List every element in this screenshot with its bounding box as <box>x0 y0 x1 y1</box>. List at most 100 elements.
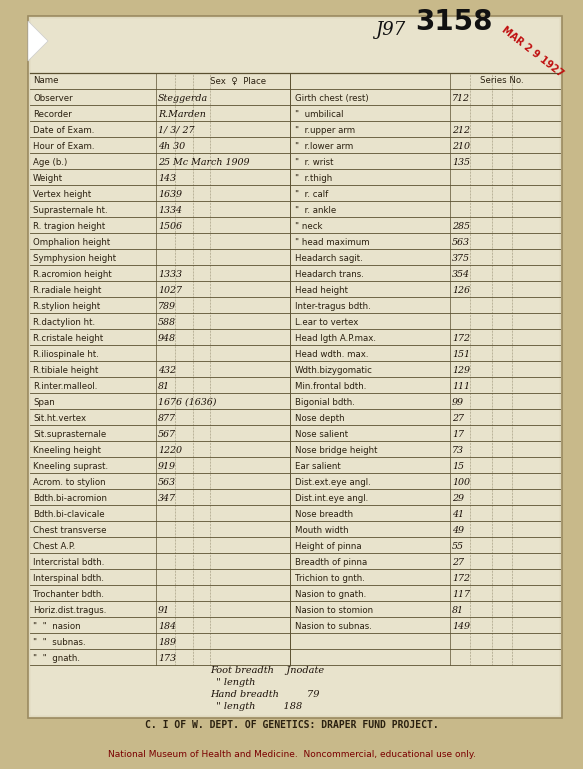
Text: 210: 210 <box>452 141 470 151</box>
Text: L.ear to vertex: L.ear to vertex <box>295 318 359 327</box>
Text: R.acromion height: R.acromion height <box>33 269 112 278</box>
Text: Dist.ext.eye angl.: Dist.ext.eye angl. <box>295 478 371 487</box>
Text: Date of Exam.: Date of Exam. <box>33 125 94 135</box>
Text: Steggerda: Steggerda <box>158 94 208 102</box>
Text: 948: 948 <box>158 334 176 342</box>
Text: Nasion to subnas.: Nasion to subnas. <box>295 621 372 631</box>
Text: 1/ 3/ 27: 1/ 3/ 27 <box>158 125 195 135</box>
Text: 173: 173 <box>158 654 176 663</box>
Text: Nose depth: Nose depth <box>295 414 345 422</box>
Text: 1506: 1506 <box>158 221 182 231</box>
Text: 135: 135 <box>452 158 470 167</box>
Text: 4h 30: 4h 30 <box>158 141 185 151</box>
Text: National Museum of Health and Medicine.  Noncommercial, educational use only.: National Museum of Health and Medicine. … <box>107 750 476 759</box>
Text: Span: Span <box>33 398 55 407</box>
Text: Name: Name <box>33 76 58 85</box>
Text: R.iliospinale ht.: R.iliospinale ht. <box>33 350 99 358</box>
Text: R.Marden: R.Marden <box>158 109 206 118</box>
Text: Girth chest (rest): Girth chest (rest) <box>295 94 368 102</box>
Text: Age (b.): Age (b.) <box>33 158 67 167</box>
Text: R.stylion height: R.stylion height <box>33 301 100 311</box>
Text: R. tragion height: R. tragion height <box>33 221 106 231</box>
Text: 347: 347 <box>158 494 176 502</box>
Text: 1027: 1027 <box>158 285 182 295</box>
Text: Headarch sagit.: Headarch sagit. <box>295 254 363 262</box>
Text: Nasion to gnath.: Nasion to gnath. <box>295 590 366 598</box>
Text: 29: 29 <box>452 494 464 502</box>
Text: 126: 126 <box>452 285 470 295</box>
Text: "  r. calf: " r. calf <box>295 189 328 198</box>
Text: " neck: " neck <box>295 221 322 231</box>
Text: J97: J97 <box>375 21 405 39</box>
Text: Breadth of pinna: Breadth of pinna <box>295 558 367 567</box>
Text: 27: 27 <box>452 558 464 567</box>
Text: " length: " length <box>210 678 255 687</box>
Text: 111: 111 <box>452 381 470 391</box>
Text: 1639: 1639 <box>158 189 182 198</box>
Text: 1676 (1636): 1676 (1636) <box>158 398 216 407</box>
Text: Kneeling height: Kneeling height <box>33 445 101 454</box>
Text: Sex  ♀  Place: Sex ♀ Place <box>210 76 266 85</box>
Text: 129: 129 <box>452 365 470 375</box>
Text: Mouth width: Mouth width <box>295 525 349 534</box>
Text: R.inter.malleol.: R.inter.malleol. <box>33 381 97 391</box>
Text: 81: 81 <box>158 381 170 391</box>
Text: Sit.ht.vertex: Sit.ht.vertex <box>33 414 86 422</box>
Text: Foot breadth    Jnodate: Foot breadth Jnodate <box>210 666 324 675</box>
Text: Sit.suprasternale: Sit.suprasternale <box>33 430 106 438</box>
Text: Height of pinna: Height of pinna <box>295 541 361 551</box>
Text: Head wdth. max.: Head wdth. max. <box>295 350 368 358</box>
Text: Bdth.bi-acromion: Bdth.bi-acromion <box>33 494 107 502</box>
Text: 100: 100 <box>452 478 470 487</box>
Text: 151: 151 <box>452 350 470 358</box>
Text: 41: 41 <box>452 510 464 518</box>
Text: R.radiale height: R.radiale height <box>33 285 101 295</box>
Text: 55: 55 <box>452 541 464 551</box>
Text: 91: 91 <box>158 605 170 614</box>
Text: " length         188: " length 188 <box>210 702 302 711</box>
Text: 563: 563 <box>452 238 470 247</box>
Text: 588: 588 <box>158 318 176 327</box>
Text: 81: 81 <box>452 605 464 614</box>
Text: Nose salient: Nose salient <box>295 430 348 438</box>
Text: R.dactylion ht.: R.dactylion ht. <box>33 318 95 327</box>
Text: 432: 432 <box>158 365 176 375</box>
Text: "  "  nasion: " " nasion <box>33 621 80 631</box>
Text: 143: 143 <box>158 174 176 182</box>
Text: Bigonial bdth.: Bigonial bdth. <box>295 398 355 407</box>
Text: 1220: 1220 <box>158 445 182 454</box>
Text: Bdth.bi-clavicale: Bdth.bi-clavicale <box>33 510 104 518</box>
Text: 15: 15 <box>452 461 464 471</box>
Text: Weight: Weight <box>33 174 63 182</box>
Text: Wdth.bizygomatic: Wdth.bizygomatic <box>295 365 373 375</box>
Text: 3158: 3158 <box>415 8 493 36</box>
Text: 375: 375 <box>452 254 470 262</box>
Text: 1333: 1333 <box>158 269 182 278</box>
Text: Recorder: Recorder <box>33 109 72 118</box>
Text: Observer: Observer <box>33 94 73 102</box>
Text: 712: 712 <box>452 94 470 102</box>
Text: Trochanter bdth.: Trochanter bdth. <box>33 590 104 598</box>
Text: 49: 49 <box>452 525 464 534</box>
Text: 563: 563 <box>158 478 176 487</box>
Text: "  r.lower arm: " r.lower arm <box>295 141 353 151</box>
Text: 789: 789 <box>158 301 176 311</box>
Text: Vertex height: Vertex height <box>33 189 92 198</box>
Text: 877: 877 <box>158 414 176 422</box>
Text: R.tibiale height: R.tibiale height <box>33 365 99 375</box>
Text: Nasion to stomion: Nasion to stomion <box>295 605 373 614</box>
Text: 919: 919 <box>158 461 176 471</box>
Text: "  "  subnas.: " " subnas. <box>33 638 86 647</box>
Text: " head maximum: " head maximum <box>295 238 370 247</box>
Text: Acrom. to stylion: Acrom. to stylion <box>33 478 106 487</box>
Text: "  r. wrist: " r. wrist <box>295 158 333 167</box>
Text: 567: 567 <box>158 430 176 438</box>
Text: Nose bridge height: Nose bridge height <box>295 445 378 454</box>
Text: Ear salient: Ear salient <box>295 461 340 471</box>
Text: MAR 2 9 1927: MAR 2 9 1927 <box>500 25 566 79</box>
Text: "  r. ankle: " r. ankle <box>295 205 336 215</box>
Text: 184: 184 <box>158 621 176 631</box>
Text: R.cristale height: R.cristale height <box>33 334 103 342</box>
Text: Horiz.dist.tragus.: Horiz.dist.tragus. <box>33 605 106 614</box>
Text: Hand breadth         79: Hand breadth 79 <box>210 690 319 699</box>
